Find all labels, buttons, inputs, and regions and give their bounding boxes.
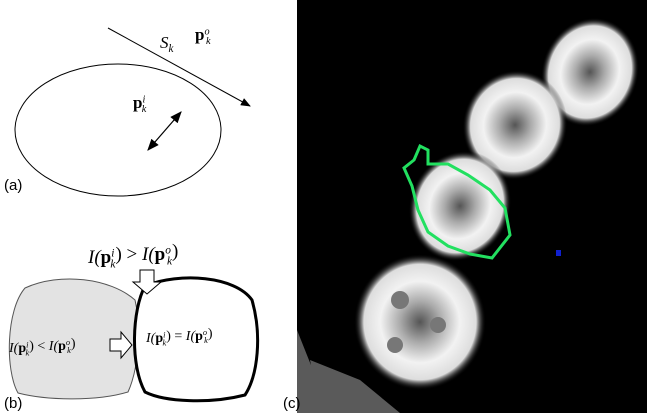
- paren: ): [208, 327, 213, 342]
- tooth-detail: [391, 291, 409, 309]
- tangent-line: [108, 28, 250, 106]
- tooth: [354, 254, 486, 390]
- seed-point: [556, 250, 561, 256]
- paren: ): [172, 241, 178, 262]
- symbol-base: p: [195, 25, 204, 44]
- operator: >: [122, 244, 142, 265]
- panel-label: (c): [283, 395, 301, 412]
- subscript: k: [206, 36, 211, 47]
- s-k-label: Sk: [160, 33, 175, 55]
- tooth-detail: [430, 317, 446, 333]
- panel-label: (b): [4, 395, 22, 412]
- paren: ): [71, 337, 76, 352]
- tooth-detail: [387, 337, 403, 353]
- operator: =: [171, 329, 186, 344]
- operator: <: [34, 339, 49, 354]
- panel-c: [297, 0, 647, 413]
- subscript: k: [169, 43, 175, 55]
- panel-label: (a): [4, 177, 22, 194]
- subscript: k: [142, 104, 147, 115]
- figure: Sk pok pik (a) I(pik) > I(pok) I(pik) < …: [0, 0, 647, 413]
- normal-arrow: [148, 112, 181, 150]
- symbol-base: p: [155, 244, 166, 265]
- contour: [15, 64, 221, 196]
